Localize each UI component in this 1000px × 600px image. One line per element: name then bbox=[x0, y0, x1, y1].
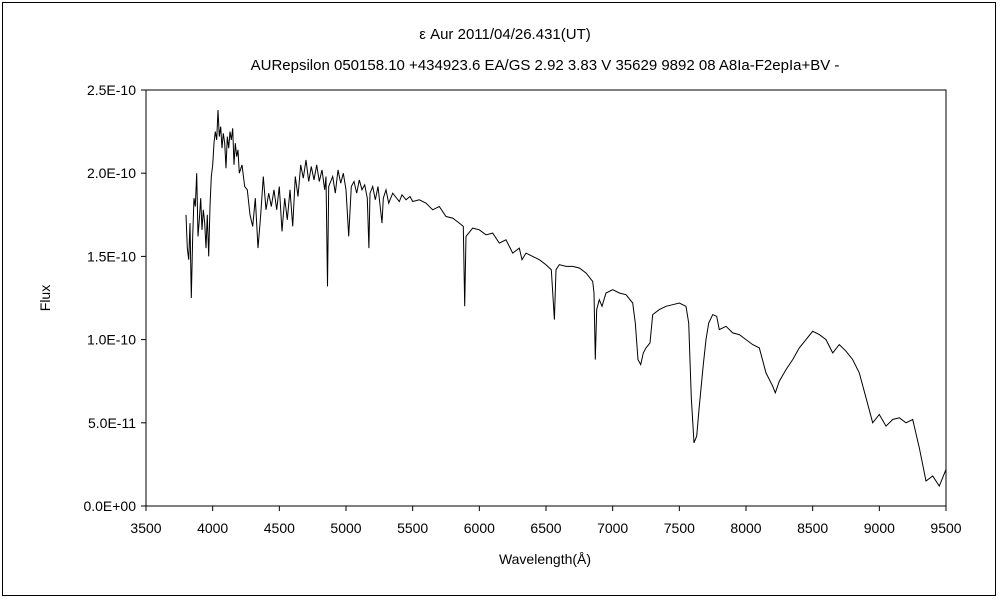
chart-subtitle: AURepsilon 050158.10 +434923.6 EA/GS 2.9… bbox=[251, 57, 840, 74]
y-tick-label: 1.5E-10 bbox=[87, 248, 136, 264]
y-axis-label: Flux bbox=[37, 285, 53, 311]
x-tick-label: 4000 bbox=[197, 520, 228, 536]
y-tick-label: 0.0E+00 bbox=[83, 498, 136, 514]
x-tick-label: 8500 bbox=[797, 520, 828, 536]
y-tick-label: 5.0E-11 bbox=[88, 415, 136, 431]
x-tick-label: 7000 bbox=[597, 520, 628, 536]
x-tick-label: 5500 bbox=[397, 520, 428, 536]
x-tick-label: 3500 bbox=[130, 520, 161, 536]
x-axis-ticks: 3500 4000 4500 5000 5500 6000 6500 7000 7500 8000… bbox=[130, 506, 962, 536]
plot-area bbox=[145, 89, 947, 507]
spectrum-line bbox=[185, 109, 947, 488]
x-tick-label: 5000 bbox=[330, 520, 361, 536]
x-tick-label: 6000 bbox=[464, 520, 495, 536]
chart-title: ε Aur 2011/04/26.431(UT) bbox=[419, 26, 591, 43]
x-tick-label: 4500 bbox=[264, 520, 295, 536]
x-tick-label: 9000 bbox=[864, 520, 895, 536]
y-tick-label: 2.0E-10 bbox=[87, 165, 136, 181]
y-tick-label: 1.0E-10 bbox=[87, 332, 136, 348]
x-tick-label: 7500 bbox=[664, 520, 695, 536]
x-axis-label: Wavelength(Å) bbox=[499, 551, 591, 567]
x-tick-label: 8000 bbox=[730, 520, 761, 536]
y-axis-ticks: 0.0E+00 5.0E-11 1.0E-10 1.5E-10 2.0E-10 2.5E-… bbox=[83, 82, 146, 514]
x-tick-label: 9500 bbox=[930, 520, 961, 536]
x-tick-label: 6500 bbox=[530, 520, 561, 536]
y-tick-label: 2.5E-10 bbox=[87, 82, 136, 98]
